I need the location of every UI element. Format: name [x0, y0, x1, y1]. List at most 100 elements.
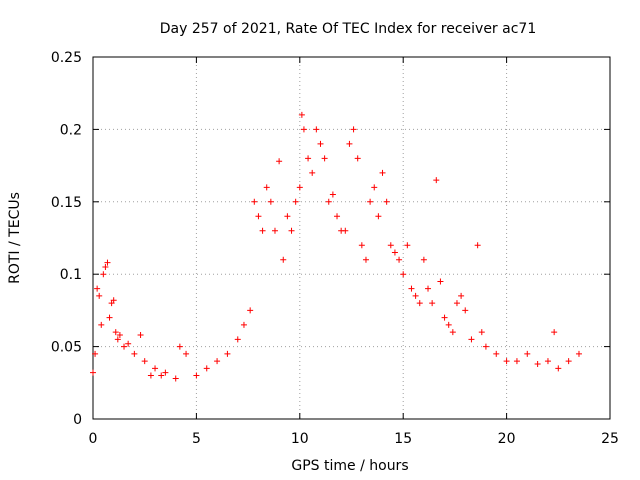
data-point: [437, 278, 444, 285]
data-point: [309, 169, 316, 176]
data-point: [121, 343, 128, 350]
data-point: [387, 242, 394, 249]
x-tick-label: 25: [601, 431, 619, 447]
y-tick-label: 0.1: [60, 267, 82, 283]
x-tick-label: 20: [498, 431, 516, 447]
data-point: [214, 358, 221, 365]
x-tick-label: 0: [89, 431, 98, 447]
y-tick-label: 0.15: [51, 195, 82, 211]
data-point: [420, 256, 427, 263]
data-point: [400, 271, 407, 278]
data-point: [234, 336, 241, 343]
data-point: [152, 365, 159, 372]
data-points: [90, 111, 582, 382]
data-point: [474, 242, 481, 249]
data-point: [453, 300, 460, 307]
data-point: [300, 126, 307, 133]
data-point: [158, 372, 165, 379]
data-point: [267, 198, 274, 205]
data-point: [412, 292, 419, 299]
data-point: [482, 343, 489, 350]
data-point: [555, 365, 562, 372]
data-point: [317, 140, 324, 147]
data-point: [240, 321, 247, 328]
data-point: [383, 198, 390, 205]
data-point: [445, 321, 452, 328]
x-tick-label: 15: [394, 431, 412, 447]
data-point: [425, 285, 432, 292]
data-point: [416, 300, 423, 307]
data-point: [94, 285, 101, 292]
data-point: [513, 358, 520, 365]
data-point: [449, 329, 456, 336]
data-point: [114, 336, 121, 343]
chart-title: Day 257 of 2021, Rate Of TEC Index for r…: [160, 21, 536, 37]
data-point: [90, 369, 96, 376]
x-axis-label: GPS time / hours: [291, 458, 408, 474]
data-point: [321, 155, 328, 162]
data-point: [342, 227, 349, 234]
data-point: [375, 213, 382, 220]
data-point: [367, 198, 374, 205]
data-point: [305, 155, 312, 162]
data-point: [478, 329, 485, 336]
data-point: [263, 184, 270, 191]
data-point: [172, 375, 179, 382]
data-point: [493, 350, 500, 357]
data-point: [131, 350, 138, 357]
grid: [93, 57, 610, 419]
data-point: [125, 340, 132, 347]
data-point: [271, 227, 278, 234]
data-point: [92, 350, 99, 357]
data-point: [106, 314, 113, 321]
data-point: [362, 256, 369, 263]
data-point: [358, 242, 365, 249]
data-point: [147, 372, 154, 379]
data-point: [247, 307, 254, 314]
data-point: [284, 213, 291, 220]
data-point: [96, 292, 103, 299]
data-point: [391, 249, 398, 256]
data-point: [112, 329, 119, 336]
data-point: [116, 332, 123, 339]
data-point: [350, 126, 357, 133]
data-point: [503, 358, 510, 365]
data-point: [162, 369, 169, 376]
data-point: [468, 336, 475, 343]
data-point: [441, 314, 448, 321]
data-point: [203, 365, 210, 372]
data-point: [408, 285, 415, 292]
y-axis-label: ROTI / TECUs: [7, 192, 23, 284]
data-point: [137, 332, 144, 339]
y-ticks: 0 0.05 0.1 0.15 0.2 0.25: [51, 50, 610, 428]
data-point: [98, 321, 105, 328]
data-point: [141, 358, 148, 365]
data-point: [325, 198, 332, 205]
data-point: [296, 184, 303, 191]
x-ticks: 0 5 10 15 20 25: [89, 57, 619, 447]
data-point: [224, 350, 231, 357]
y-tick-label: 0.05: [51, 340, 82, 356]
data-point: [334, 213, 341, 220]
data-point: [565, 358, 572, 365]
data-point: [346, 140, 353, 147]
data-point: [313, 126, 320, 133]
data-point: [288, 227, 295, 234]
data-point: [292, 198, 299, 205]
data-point: [551, 329, 558, 336]
data-point: [404, 242, 411, 249]
data-point: [255, 213, 262, 220]
data-point: [458, 292, 465, 299]
data-point: [354, 155, 361, 162]
data-point: [329, 191, 336, 198]
data-point: [429, 300, 436, 307]
data-point: [176, 343, 183, 350]
data-point: [534, 360, 541, 367]
x-tick-label: 10: [291, 431, 309, 447]
data-point: [104, 259, 111, 266]
data-point: [396, 256, 403, 263]
data-point: [259, 227, 266, 234]
data-point: [280, 256, 287, 263]
data-point: [575, 350, 582, 357]
